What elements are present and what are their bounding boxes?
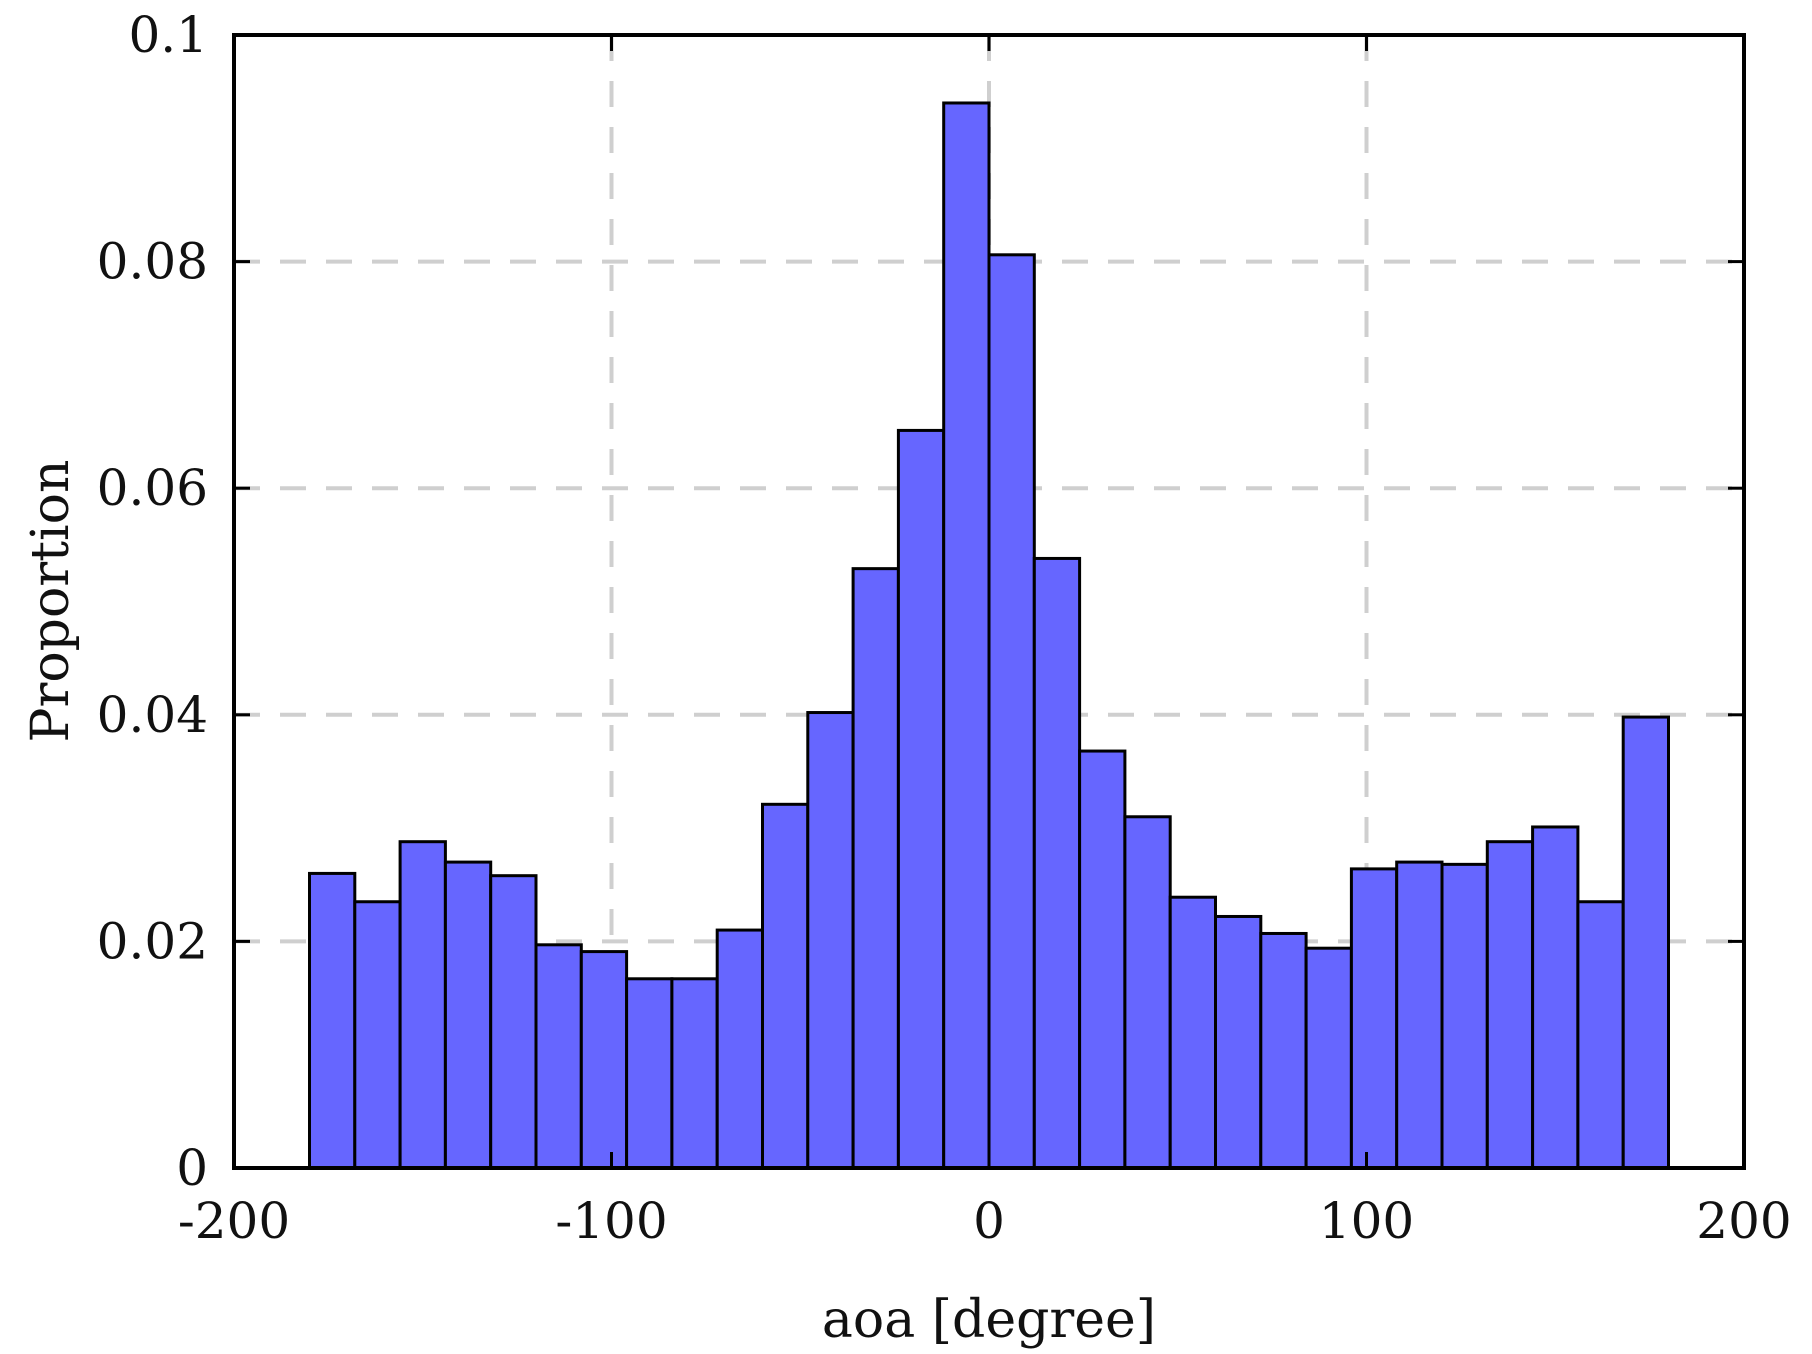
histogram-bar — [1485, 840, 1535, 1170]
y-axis-label: Proportion — [21, 460, 81, 743]
x-tick-label: 0 — [973, 1192, 1005, 1250]
histogram-bar — [942, 101, 991, 1170]
histogram-bar — [625, 977, 674, 1170]
histogram-bar — [398, 840, 447, 1170]
histogram-bar — [1621, 715, 1670, 1170]
histogram-bar — [489, 874, 538, 1170]
histogram-bar — [851, 567, 900, 1170]
y-tick-label: 0.1 — [128, 6, 208, 64]
histogram-bar — [579, 950, 629, 1170]
histogram-bar — [1078, 749, 1127, 1170]
y-tick-label: 0.02 — [97, 912, 208, 970]
histogram-bar — [1576, 900, 1625, 1170]
histogram-bar — [443, 860, 493, 1170]
y-tick-label: 0.08 — [97, 233, 208, 291]
histogram-bar — [896, 428, 946, 1170]
histogram-bar — [534, 943, 583, 1170]
x-tick-label: 100 — [1319, 1192, 1414, 1250]
histogram-bar — [1531, 825, 1580, 1170]
y-tick-label: 0.06 — [97, 459, 208, 517]
x-tick-label: -100 — [555, 1192, 667, 1250]
histogram-bar — [715, 928, 765, 1170]
histogram-bar — [1123, 815, 1172, 1170]
histogram-bar — [1168, 895, 1217, 1170]
x-tick-label: 200 — [1696, 1192, 1791, 1250]
histogram-bar — [761, 802, 810, 1170]
histogram-bar — [1395, 860, 1444, 1170]
histogram-bar — [1214, 914, 1263, 1170]
histogram-bar — [987, 253, 1036, 1170]
histogram-bar — [308, 871, 357, 1170]
y-tick-label: 0 — [176, 1139, 208, 1197]
histogram-bar — [806, 711, 855, 1170]
x-tick-label: -200 — [178, 1192, 290, 1250]
histogram-bar — [1259, 931, 1308, 1170]
x-axis-label: aoa [degree] — [822, 1290, 1156, 1350]
histogram-bar — [353, 900, 402, 1170]
histogram-bars — [308, 101, 1670, 1170]
y-tick-label: 0.04 — [97, 686, 208, 744]
histogram-bar — [670, 977, 719, 1170]
histogram-bar — [1349, 867, 1399, 1170]
histogram-bar — [1440, 862, 1489, 1170]
histogram-bar — [1032, 556, 1082, 1170]
histogram-bar — [1304, 946, 1353, 1170]
tick-labels: -200 -100 0 100 200 0 0.02 0.04 0.06 0.08 0.1 — [97, 6, 1792, 1250]
plot-frame — [232, 33, 1746, 1170]
